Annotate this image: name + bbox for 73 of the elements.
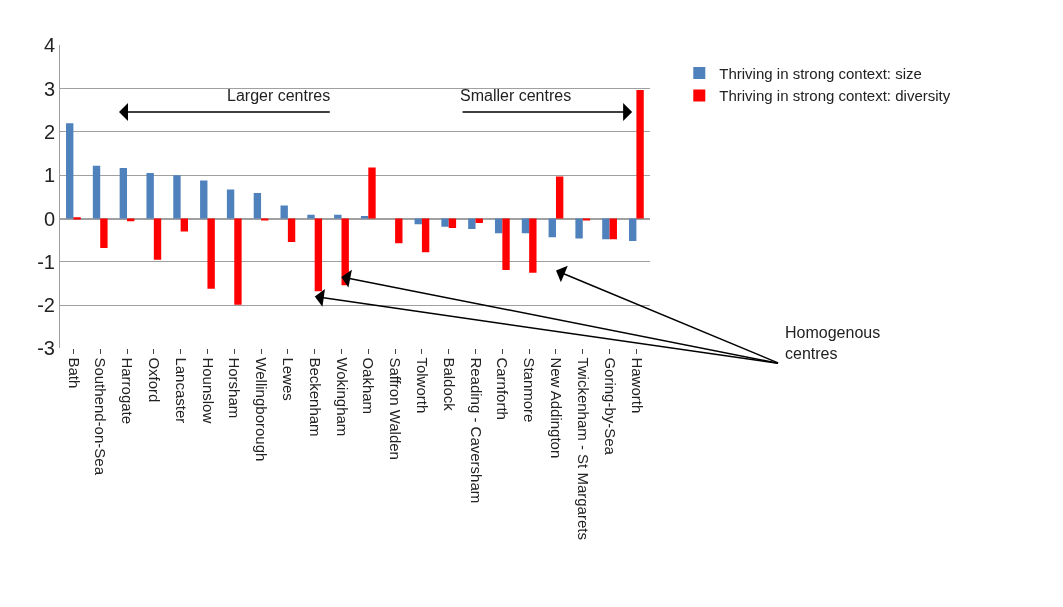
bar bbox=[521, 218, 530, 234]
bar bbox=[502, 218, 510, 271]
bar bbox=[253, 193, 262, 219]
bar bbox=[602, 218, 610, 240]
x-tick-label: Carnforth bbox=[494, 357, 512, 420]
bar bbox=[307, 214, 315, 219]
y-tick-label: 4 bbox=[43, 34, 55, 57]
x-tick-label: Baldock bbox=[440, 357, 458, 412]
bar bbox=[395, 218, 403, 244]
bar bbox=[234, 218, 242, 305]
bar bbox=[207, 218, 215, 289]
bar bbox=[421, 218, 430, 253]
x-tick-label: Lancaster bbox=[172, 357, 190, 424]
y-tick-label: -2 bbox=[37, 294, 55, 317]
bar bbox=[636, 90, 644, 219]
bar bbox=[153, 218, 162, 260]
bar bbox=[173, 175, 181, 219]
y-tick-label: -3 bbox=[37, 337, 55, 360]
x-tick-label: Goring-by-Sea bbox=[601, 357, 619, 456]
bar bbox=[73, 217, 81, 220]
bar bbox=[92, 165, 101, 219]
bar bbox=[609, 218, 617, 240]
x-tick-label: Bath bbox=[65, 357, 83, 389]
x-tick-label: Hounslow bbox=[199, 357, 217, 424]
text: Homogenous centres bbox=[785, 324, 881, 362]
y-tick-label: -1 bbox=[37, 250, 55, 273]
x-tick-label: Wokingham bbox=[333, 357, 351, 437]
bar bbox=[360, 215, 369, 219]
y-tick-label: 0 bbox=[43, 207, 55, 230]
y-tick-label: 1 bbox=[43, 164, 55, 187]
x-tick-label: Beckenham bbox=[306, 357, 324, 437]
bar bbox=[448, 218, 457, 229]
bar bbox=[629, 218, 637, 242]
bar bbox=[441, 218, 449, 227]
bar bbox=[280, 205, 288, 219]
bar bbox=[146, 173, 154, 219]
y-tick-label: 2 bbox=[43, 120, 55, 143]
annotation: Larger centres bbox=[227, 87, 331, 104]
x-tick-label: Tolworth bbox=[414, 357, 432, 414]
bar bbox=[468, 218, 476, 229]
bar bbox=[200, 180, 208, 219]
x-tick-label: Harrogate bbox=[119, 357, 137, 425]
bar bbox=[66, 123, 74, 219]
bar bbox=[119, 167, 128, 219]
bar bbox=[261, 218, 269, 221]
bar bbox=[180, 218, 189, 232]
bar bbox=[368, 167, 376, 219]
x-tick-label: Southend-on-Sea bbox=[92, 357, 110, 476]
x-tick-label: Saffron Walden bbox=[387, 357, 405, 460]
bar bbox=[548, 218, 556, 238]
bar bbox=[494, 218, 503, 234]
bar bbox=[287, 218, 296, 242]
x-tick-label: Lewes bbox=[280, 357, 298, 401]
x-tick-label: Reading - Caversham bbox=[467, 357, 485, 504]
x-tick-label: Twickenham - St Margarets bbox=[574, 357, 592, 540]
bar bbox=[100, 218, 108, 248]
bar bbox=[529, 218, 537, 273]
bar bbox=[575, 218, 583, 239]
bar bbox=[226, 189, 235, 219]
legend-label: Thriving in strong context: diversity bbox=[719, 87, 951, 105]
x-tick-label: Stanmore bbox=[521, 357, 539, 423]
x-tick-label: Haworth bbox=[628, 357, 646, 414]
x-tick-label: Oxford bbox=[145, 357, 163, 403]
bar bbox=[582, 218, 591, 221]
x-tick-label: Horsham bbox=[226, 357, 244, 419]
x-tick-label: Oakham bbox=[360, 357, 378, 415]
y-tick-label: 3 bbox=[43, 77, 55, 100]
bar bbox=[334, 214, 342, 219]
x-tick-label: Wellingborough bbox=[253, 357, 271, 462]
x-tick-label: New Addington bbox=[548, 357, 566, 459]
annotation: Smaller centres bbox=[460, 87, 572, 104]
bar bbox=[555, 176, 564, 219]
legend-label: Thriving in strong context: size bbox=[719, 64, 922, 82]
